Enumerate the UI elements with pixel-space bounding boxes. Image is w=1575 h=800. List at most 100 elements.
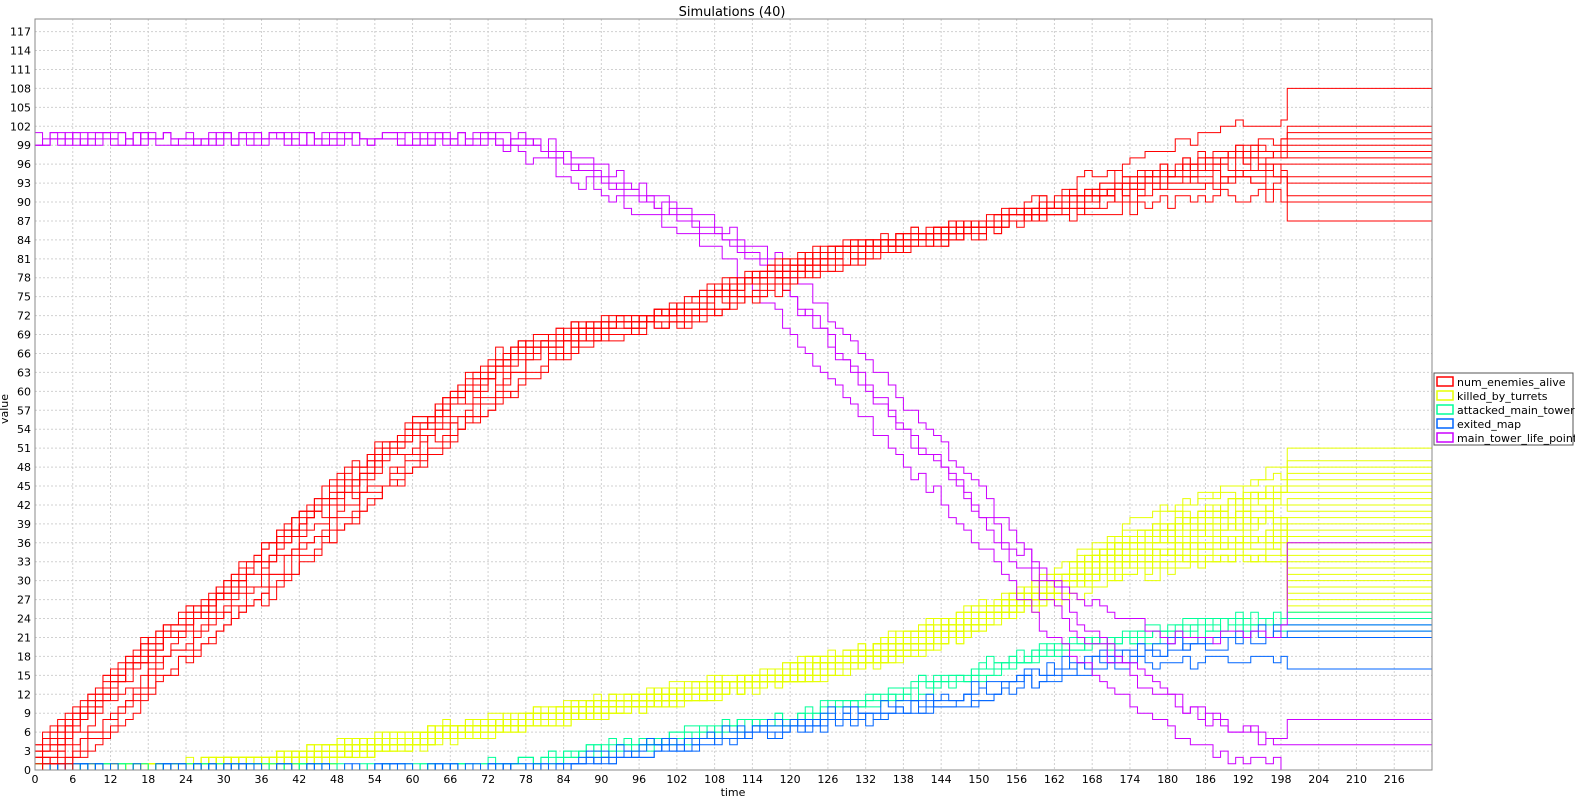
series-line-exited_map bbox=[35, 630, 1432, 771]
y-tick-label: 60 bbox=[17, 385, 31, 398]
x-tick-label: 192 bbox=[1233, 773, 1254, 786]
y-tick-label: 57 bbox=[17, 404, 31, 417]
y-tick-label: 108 bbox=[10, 82, 31, 95]
y-tick-label: 114 bbox=[10, 45, 31, 58]
y-tick-label: 30 bbox=[17, 575, 31, 588]
y-tick-label: 105 bbox=[10, 101, 31, 114]
y-tick-label: 63 bbox=[17, 366, 31, 379]
y-tick-label: 75 bbox=[17, 291, 31, 304]
x-tick-label: 156 bbox=[1006, 773, 1027, 786]
y-tick-label: 24 bbox=[17, 613, 31, 626]
x-tick-label: 186 bbox=[1195, 773, 1216, 786]
y-tick-label: 3 bbox=[24, 745, 31, 758]
y-tick-label: 99 bbox=[17, 139, 31, 152]
y-tick-label: 93 bbox=[17, 177, 31, 190]
x-tick-label: 150 bbox=[968, 773, 989, 786]
y-tick-label: 36 bbox=[17, 537, 31, 550]
x-tick-label: 78 bbox=[519, 773, 533, 786]
x-tick-label: 12 bbox=[104, 773, 118, 786]
legend-swatch bbox=[1436, 418, 1454, 429]
y-tick-label: 102 bbox=[10, 120, 31, 133]
plot-border bbox=[34, 18, 1433, 771]
y-tick-label: 51 bbox=[17, 442, 31, 455]
y-tick-label: 48 bbox=[17, 461, 31, 474]
y-axis-label: value bbox=[0, 394, 11, 424]
y-tick-label: 27 bbox=[17, 594, 31, 607]
y-tick-label: 6 bbox=[24, 726, 31, 739]
y-tick-label: 33 bbox=[17, 556, 31, 569]
legend-entry-num_enemies_alive: num_enemies_alive bbox=[1457, 376, 1566, 389]
x-tick-label: 120 bbox=[780, 773, 801, 786]
y-tick-label: 117 bbox=[10, 26, 31, 39]
x-tick-label: 144 bbox=[931, 773, 952, 786]
x-tick-label: 108 bbox=[704, 773, 725, 786]
x-tick-label: 132 bbox=[855, 773, 876, 786]
legend-entry-exited_map: exited_map bbox=[1457, 418, 1521, 431]
y-tick-label: 21 bbox=[17, 631, 31, 644]
y-tick-label: 84 bbox=[17, 234, 31, 247]
y-tick-label: 54 bbox=[17, 423, 31, 436]
y-tick-label: 69 bbox=[17, 329, 31, 342]
x-tick-label: 72 bbox=[481, 773, 495, 786]
series-line-main_tower_life_points bbox=[35, 132, 1432, 771]
y-tick-label: 90 bbox=[17, 196, 31, 209]
x-tick-label: 114 bbox=[742, 773, 763, 786]
legend-entry-attacked_main_tower: attacked_main_tower bbox=[1457, 404, 1575, 417]
legend-entry-killed_by_turrets: killed_by_turrets bbox=[1457, 390, 1548, 403]
y-tick-label: 39 bbox=[17, 518, 31, 531]
x-tick-label: 24 bbox=[179, 773, 193, 786]
x-tick-label: 90 bbox=[594, 773, 608, 786]
x-tick-label: 18 bbox=[141, 773, 155, 786]
legend-entry-main_tower_life_points: main_tower_life_points bbox=[1457, 432, 1575, 445]
legend-swatch bbox=[1436, 432, 1454, 443]
y-tick-label: 78 bbox=[17, 272, 31, 285]
y-tick-label: 72 bbox=[17, 310, 31, 323]
y-tick-label: 66 bbox=[17, 347, 31, 360]
series-line-num_enemies_alive bbox=[35, 188, 1432, 765]
x-tick-label: 198 bbox=[1270, 773, 1291, 786]
x-tick-label: 96 bbox=[632, 773, 646, 786]
legend: num_enemies_alivekilled_by_turretsattack… bbox=[1433, 372, 1575, 446]
y-tick-label: 81 bbox=[17, 253, 31, 266]
y-tick-label: 111 bbox=[10, 63, 31, 76]
legend-swatch bbox=[1436, 390, 1454, 401]
x-tick-label: 30 bbox=[217, 773, 231, 786]
x-tick-label: 48 bbox=[330, 773, 344, 786]
y-tick-label: 12 bbox=[17, 688, 31, 701]
legend-swatch bbox=[1436, 404, 1454, 415]
chart-title: Simulations (40) bbox=[679, 5, 786, 20]
x-tick-label: 36 bbox=[255, 773, 269, 786]
y-tick-label: 9 bbox=[24, 707, 31, 720]
series-num_enemies_alive bbox=[35, 87, 1432, 771]
x-tick-label: 126 bbox=[817, 773, 838, 786]
x-tick-label: 0 bbox=[32, 773, 39, 786]
y-tick-label: 18 bbox=[17, 650, 31, 663]
y-tick-label: 87 bbox=[17, 215, 31, 228]
series-line-main_tower_life_points bbox=[35, 132, 1432, 739]
x-tick-label: 60 bbox=[406, 773, 420, 786]
y-tick-label: 45 bbox=[17, 480, 31, 493]
x-tick-label: 6 bbox=[69, 773, 76, 786]
x-tick-label: 138 bbox=[893, 773, 914, 786]
y-tick-label: 15 bbox=[17, 669, 31, 682]
x-tick-label: 216 bbox=[1384, 773, 1405, 786]
y-tick-label: 0 bbox=[24, 764, 31, 777]
x-axis-ticks: 0 6 12 18 24 30 36 42 48 54 60 66 72 78 84 90 96 102 108 11… bbox=[32, 773, 1405, 786]
x-tick-label: 84 bbox=[557, 773, 571, 786]
y-tick-label: 96 bbox=[17, 158, 31, 171]
x-tick-label: 42 bbox=[292, 773, 306, 786]
x-tick-label: 180 bbox=[1157, 773, 1178, 786]
legend-swatch bbox=[1436, 376, 1454, 387]
y-tick-label: 42 bbox=[17, 499, 31, 512]
x-axis-label: time bbox=[721, 786, 746, 799]
x-tick-label: 204 bbox=[1308, 773, 1329, 786]
plot-area bbox=[35, 19, 1432, 770]
x-tick-label: 162 bbox=[1044, 773, 1065, 786]
x-tick-label: 102 bbox=[666, 773, 687, 786]
legend-box bbox=[1433, 372, 1574, 446]
x-tick-label: 174 bbox=[1119, 773, 1140, 786]
x-tick-label: 168 bbox=[1082, 773, 1103, 786]
x-tick-label: 210 bbox=[1346, 773, 1367, 786]
x-tick-label: 54 bbox=[368, 773, 382, 786]
